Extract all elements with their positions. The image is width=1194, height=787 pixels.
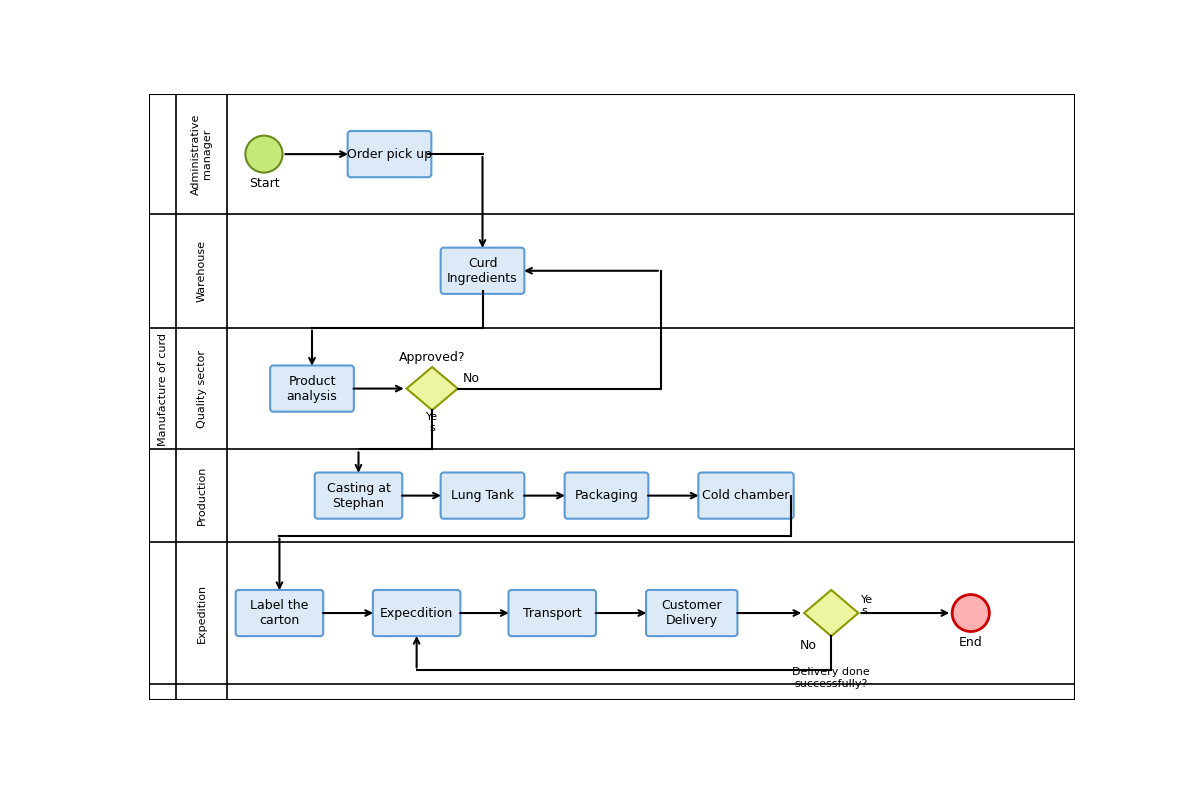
FancyBboxPatch shape (441, 248, 524, 294)
Polygon shape (406, 367, 457, 410)
FancyBboxPatch shape (347, 131, 431, 177)
FancyBboxPatch shape (373, 590, 461, 636)
FancyBboxPatch shape (646, 590, 738, 636)
Polygon shape (804, 590, 858, 636)
Text: Warehouse: Warehouse (197, 240, 207, 301)
Text: Start: Start (248, 177, 279, 190)
Text: Cold chamber: Cold chamber (702, 489, 789, 502)
Text: Product
analysis: Product analysis (287, 375, 338, 403)
Text: Expecdition: Expecdition (380, 607, 454, 619)
FancyBboxPatch shape (698, 472, 794, 519)
Text: Manufacture of curd: Manufacture of curd (158, 333, 168, 446)
FancyBboxPatch shape (509, 590, 596, 636)
FancyBboxPatch shape (565, 472, 648, 519)
Text: Packaging: Packaging (574, 489, 639, 502)
FancyBboxPatch shape (235, 590, 324, 636)
Text: Order pick up: Order pick up (347, 148, 432, 161)
FancyBboxPatch shape (315, 472, 402, 519)
Text: Lung Tank: Lung Tank (451, 489, 513, 502)
FancyBboxPatch shape (441, 472, 524, 519)
Text: Delivery done
successfully?: Delivery done successfully? (793, 667, 870, 689)
Text: Approved?: Approved? (399, 351, 466, 364)
Circle shape (952, 594, 990, 631)
Text: Customer
Delivery: Customer Delivery (661, 599, 722, 627)
Text: Production: Production (197, 466, 207, 525)
FancyBboxPatch shape (270, 365, 353, 412)
Circle shape (245, 135, 283, 172)
Text: Ye
s: Ye s (862, 594, 874, 616)
Text: No: No (462, 372, 479, 386)
Text: Casting at
Stephan: Casting at Stephan (327, 482, 390, 510)
Text: Label the
carton: Label the carton (251, 599, 308, 627)
Text: End: End (959, 636, 983, 649)
Text: Ye
s: Ye s (426, 412, 438, 434)
Text: Expedition: Expedition (197, 583, 207, 643)
Text: Administrative
manager: Administrative manager (191, 113, 213, 195)
Text: No: No (800, 639, 817, 652)
Text: Curd
Ingredients: Curd Ingredients (448, 257, 518, 285)
Text: Transport: Transport (523, 607, 581, 619)
Text: Quality sector: Quality sector (197, 349, 207, 427)
